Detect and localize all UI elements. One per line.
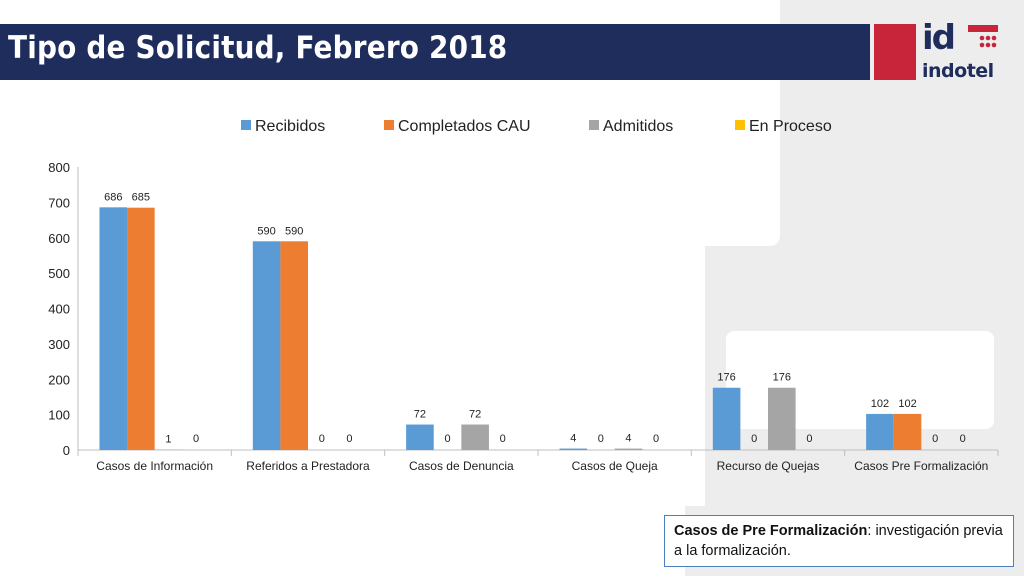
data-label: 0 <box>751 433 757 445</box>
data-label: 0 <box>500 433 506 445</box>
bar <box>99 207 128 450</box>
x-tick-label: Casos Pre Formalización <box>854 459 988 473</box>
bar <box>127 207 155 450</box>
legend-swatch <box>241 120 251 130</box>
x-tick-label: Casos de Información <box>96 459 213 473</box>
bar <box>559 448 588 450</box>
x-tick-label: Referidos a Prestadora <box>246 459 370 473</box>
y-tick-label: 800 <box>48 160 70 175</box>
bar <box>406 424 434 450</box>
y-tick-label: 600 <box>48 231 70 246</box>
note-term: Casos de Pre Formalización <box>674 523 868 539</box>
logo-mark: id <box>922 18 956 58</box>
legend-label: En Proceso <box>749 118 832 135</box>
data-label: 0 <box>806 433 812 445</box>
x-tick-label: Casos de Queja <box>572 459 658 473</box>
bar <box>461 424 489 450</box>
data-label: 0 <box>960 433 966 445</box>
data-label: 590 <box>285 225 303 237</box>
data-label: 685 <box>132 192 150 204</box>
x-tick-label: Casos de Denuncia <box>409 459 514 473</box>
legend-label: Completados CAU <box>398 118 531 135</box>
data-label: 102 <box>898 398 916 410</box>
logo-dots-icon <box>968 25 998 48</box>
bar <box>280 241 308 450</box>
y-tick-label: 300 <box>48 337 70 352</box>
data-label: 686 <box>104 191 122 203</box>
y-tick-label: 200 <box>48 372 70 387</box>
title-bar <box>0 24 870 80</box>
legend-label: Recibidos <box>255 118 325 135</box>
data-label: 0 <box>444 433 450 445</box>
data-label: 4 <box>570 433 576 445</box>
data-label: 4 <box>625 433 631 445</box>
legend-swatch <box>384 120 394 130</box>
y-tick-label: 100 <box>48 408 70 423</box>
data-label: 0 <box>653 433 659 445</box>
bar <box>252 241 281 450</box>
bar <box>768 387 796 450</box>
data-label: 0 <box>932 433 938 445</box>
data-label: 0 <box>319 433 325 445</box>
data-label: 176 <box>717 372 735 384</box>
data-label: 0 <box>193 433 199 445</box>
data-label: 102 <box>871 398 889 410</box>
data-label: 72 <box>414 409 426 421</box>
legend-swatch <box>735 120 745 130</box>
background-cutout <box>685 118 780 246</box>
background-cutout <box>685 246 705 506</box>
y-tick-label: 700 <box>48 195 70 210</box>
data-label: 590 <box>257 225 275 237</box>
data-label: 72 <box>469 409 481 421</box>
page-title: Tipo de Solicitud, Febrero 2018 <box>8 30 508 66</box>
data-label: 0 <box>598 433 604 445</box>
logo-red-block <box>874 24 916 80</box>
bar <box>866 413 894 450</box>
x-tick-label: Recurso de Quejas <box>717 459 820 473</box>
data-label: 176 <box>773 372 791 384</box>
data-label: 1 <box>165 434 171 446</box>
legend-swatch <box>589 120 599 130</box>
bar <box>614 448 643 450</box>
definition-note: Casos de Pre Formalización: investigació… <box>664 515 1014 567</box>
logo-wordmark: indotel <box>922 60 994 82</box>
y-tick-label: 400 <box>48 302 70 317</box>
bar <box>893 413 922 450</box>
y-tick-label: 0 <box>63 443 70 458</box>
data-label: 0 <box>346 433 352 445</box>
y-tick-label: 500 <box>48 266 70 281</box>
note-definition: : investigación previa a la formalizació… <box>674 523 1003 559</box>
bar <box>712 387 741 450</box>
legend-label: Admitidos <box>603 118 673 135</box>
